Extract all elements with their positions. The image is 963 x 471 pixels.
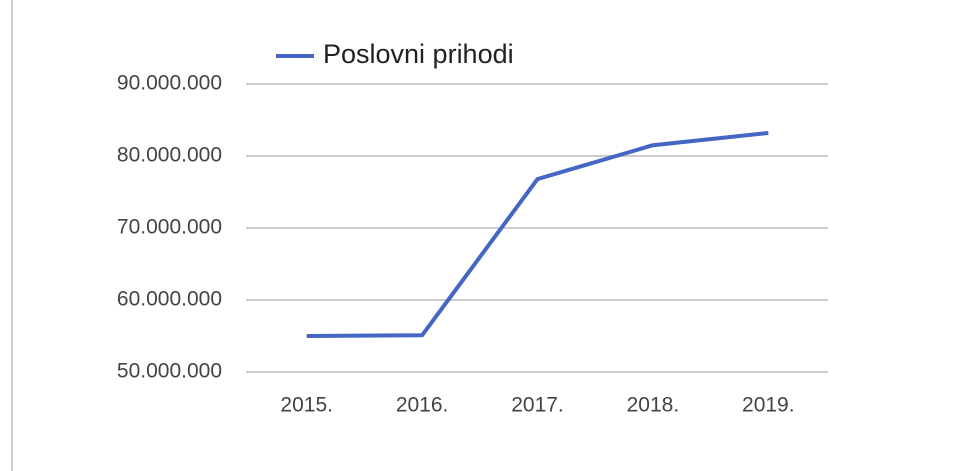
x-tick-label: 2018. <box>627 394 680 417</box>
y-tick-label: 90.000.000 <box>117 72 222 95</box>
legend-label: Poslovni prihodi <box>323 39 514 69</box>
series-line <box>306 130 769 338</box>
x-tick-label: 2015. <box>280 394 333 417</box>
y-tick-label: 80.000.000 <box>117 144 222 167</box>
y-tick-label: 70.000.000 <box>117 216 222 239</box>
y-tick-label: 50.000.000 <box>117 360 222 383</box>
x-tick-label: 2019. <box>742 394 795 417</box>
x-tick-label: 2017. <box>511 394 564 417</box>
y-tick-label: 60.000.000 <box>117 288 222 311</box>
x-tick-label: 2016. <box>396 394 449 417</box>
